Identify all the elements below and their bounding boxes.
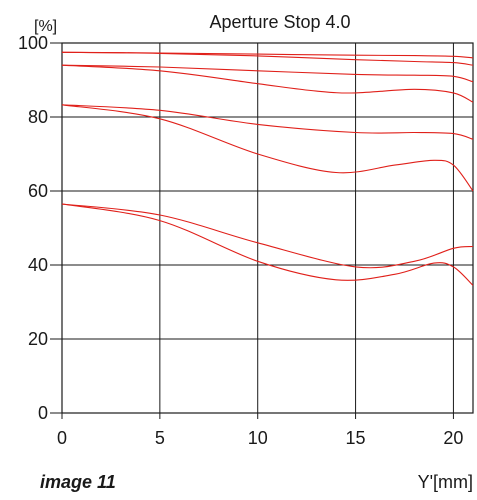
mtf-curve <box>61 51 474 66</box>
mtf-curve <box>61 104 474 140</box>
y-tick-label: 100 <box>18 33 48 53</box>
plot-frame <box>61 42 474 414</box>
image-caption: image 11 <box>40 472 116 492</box>
mtf-curve <box>61 64 474 103</box>
x-tick-label: 15 <box>346 428 366 448</box>
x-tick-label: 20 <box>443 428 463 448</box>
axis-ticks: 0 5 10 15 20 0 20 40 60 80 100 <box>18 33 463 448</box>
x-tick-label: 10 <box>248 428 268 448</box>
y-tick-label: 0 <box>38 403 48 423</box>
y-tick-label: 40 <box>28 255 48 275</box>
mtf-curve <box>61 203 474 286</box>
y-tick-label: 20 <box>28 329 48 349</box>
x-tick-label: 5 <box>155 428 165 448</box>
mtf-curves <box>61 51 474 286</box>
x-axis-unit: Y'[mm] <box>418 472 473 492</box>
mtf-curve <box>61 64 474 83</box>
y-tick-label: 80 <box>28 107 48 127</box>
mtf-curve <box>61 104 474 192</box>
chart-title: Aperture Stop 4.0 <box>209 12 350 32</box>
x-tick-label: 0 <box>57 428 67 448</box>
y-axis-unit: [%] <box>34 18 57 35</box>
mtf-curve <box>61 203 474 269</box>
grid-lines <box>62 43 473 413</box>
y-tick-label: 60 <box>28 181 48 201</box>
